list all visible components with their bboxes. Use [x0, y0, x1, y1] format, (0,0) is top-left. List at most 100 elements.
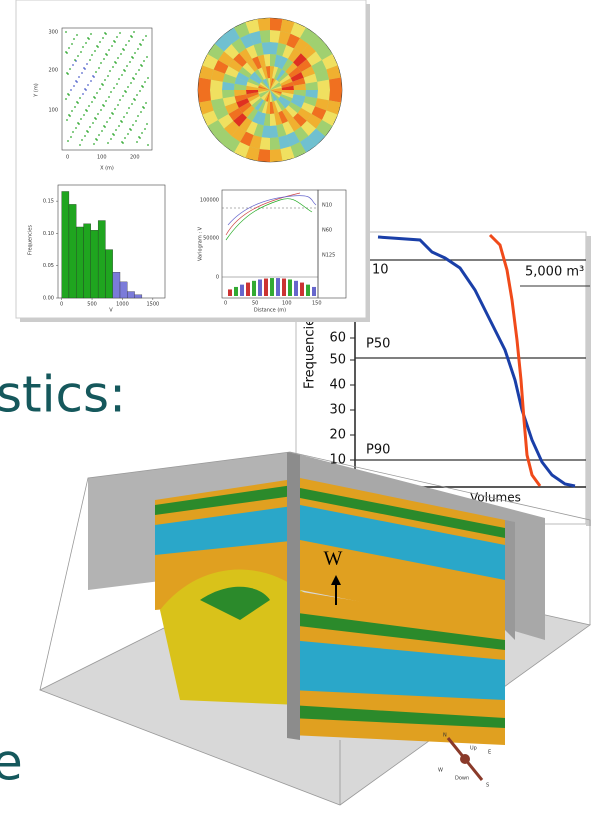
bar	[98, 221, 105, 298]
pair-bar	[270, 278, 274, 296]
pair-bar	[312, 287, 316, 296]
point	[121, 74, 123, 76]
point	[74, 106, 76, 108]
tick-label: 100	[97, 155, 107, 161]
point	[91, 101, 93, 103]
point	[137, 115, 139, 117]
point	[145, 35, 147, 37]
point	[142, 39, 144, 41]
point	[146, 123, 148, 125]
tick-label: 50	[252, 301, 258, 307]
point	[84, 135, 86, 137]
point	[81, 139, 83, 141]
point	[65, 51, 67, 53]
point	[67, 140, 69, 142]
rose-cell	[198, 90, 211, 103]
point	[98, 67, 100, 69]
point	[95, 138, 97, 140]
point	[144, 128, 146, 130]
rose-cell	[329, 90, 342, 103]
figure-panel: X (m) Y (m) 0 100 200 100 200 300 0.000.…	[16, 0, 370, 322]
compass-label: W	[438, 768, 443, 774]
point	[77, 122, 79, 124]
point	[96, 45, 98, 47]
point	[103, 125, 105, 127]
point	[79, 144, 81, 146]
tick-label: 1500	[146, 302, 159, 308]
point	[65, 31, 67, 33]
tick-label: 500	[87, 302, 97, 308]
point	[81, 72, 83, 74]
pair-bar	[264, 279, 268, 296]
tick-label: 50	[329, 353, 346, 368]
tick-label: 200	[48, 68, 58, 74]
point	[106, 121, 108, 123]
point	[68, 47, 70, 49]
bar	[76, 227, 83, 298]
p-label: P50	[366, 337, 390, 352]
point	[116, 36, 118, 38]
axis-title: Distance (m)	[254, 308, 286, 314]
point	[119, 32, 121, 34]
point	[86, 130, 88, 132]
tick-label: 20	[329, 428, 346, 443]
point	[88, 105, 90, 107]
tick-label: 60	[329, 331, 346, 346]
point	[117, 57, 119, 59]
point	[126, 112, 128, 114]
point	[102, 37, 104, 39]
point	[147, 77, 149, 79]
point	[91, 54, 93, 56]
tick-label: 0	[66, 155, 69, 161]
point	[105, 53, 107, 55]
tick-label: 40	[329, 378, 346, 393]
pair-bar	[288, 279, 292, 296]
compass-label: S	[486, 783, 489, 789]
point	[112, 133, 114, 135]
point	[143, 60, 145, 62]
needle-hub	[460, 754, 470, 764]
edge	[505, 520, 515, 640]
point	[126, 65, 128, 67]
tick-label: 0.15	[43, 199, 54, 205]
axis-title: Variogram : V	[198, 226, 204, 261]
point	[124, 90, 126, 92]
compass-label: Up	[470, 746, 477, 752]
point	[87, 84, 89, 86]
point	[124, 137, 126, 139]
tick-label: 100000	[200, 198, 219, 204]
pair-bar	[306, 285, 310, 296]
point	[82, 93, 84, 95]
point	[129, 128, 131, 130]
pair-bar	[240, 285, 244, 296]
point	[80, 51, 82, 53]
point	[99, 88, 101, 90]
volume-label: 5,000 m³	[525, 265, 584, 280]
slide-text: e	[0, 734, 23, 792]
point	[138, 69, 140, 71]
point	[132, 77, 134, 79]
point	[113, 40, 115, 42]
point	[109, 70, 111, 72]
point	[93, 143, 95, 145]
rose-cell	[329, 78, 342, 91]
p-label: P90	[366, 443, 390, 458]
rose-diagram	[198, 18, 342, 162]
tick-label: 0	[60, 302, 63, 308]
point	[90, 80, 92, 82]
tick-label: 0.00	[43, 296, 54, 302]
point	[108, 96, 110, 98]
point	[128, 40, 130, 42]
point	[131, 103, 133, 105]
point	[107, 142, 109, 144]
point	[109, 117, 111, 119]
point	[90, 33, 92, 35]
point	[111, 112, 113, 114]
point	[92, 75, 94, 77]
point	[135, 120, 137, 122]
tick-label: 300	[48, 30, 58, 36]
tick-label: 30	[329, 403, 346, 418]
point	[67, 93, 69, 95]
pair-bar	[300, 283, 304, 296]
pair-bar	[258, 279, 262, 296]
